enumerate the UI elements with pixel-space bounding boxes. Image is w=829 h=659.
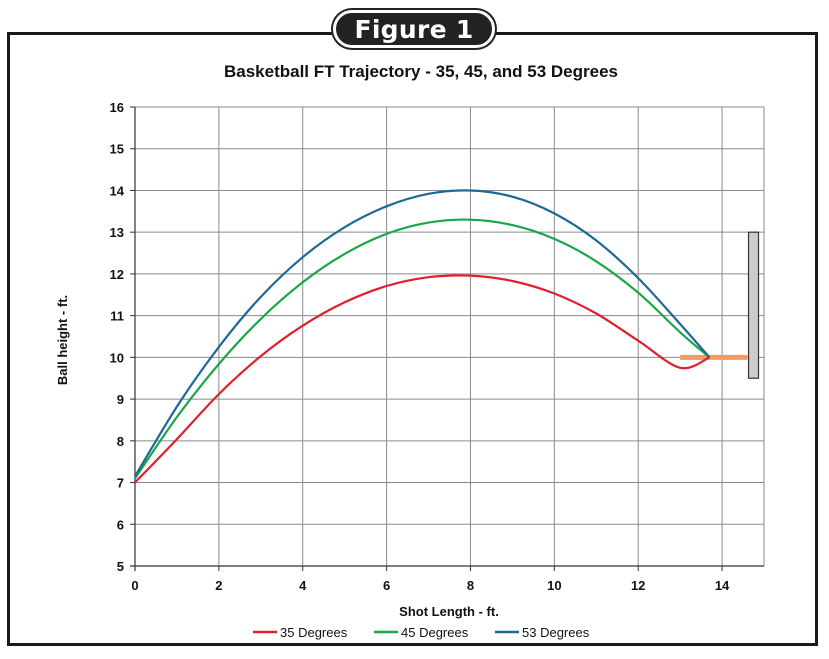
x-tick-label: 4: [299, 578, 307, 593]
y-tick-label: 14: [110, 183, 125, 198]
series-line-2: [134, 218, 711, 480]
x-tick-label: 10: [547, 578, 561, 593]
y-tick-label: 10: [110, 350, 124, 365]
x-tick-label: 0: [131, 578, 138, 593]
legend: 35 Degrees 45 Degrees 53 Degrees: [253, 625, 590, 640]
y-tick-label: 13: [110, 225, 124, 240]
x-tick-label: 14: [715, 578, 730, 593]
x-tick-label: 12: [631, 578, 645, 593]
figure-frame: [7, 32, 818, 646]
y-tick-label: 9: [117, 392, 124, 407]
y-tick-label: 15: [110, 142, 124, 157]
backboard: [747, 231, 760, 379]
y-tick-label: 5: [117, 559, 124, 574]
chart-title: Basketball FT Trajectory - 35, 45, and 5…: [224, 62, 618, 81]
y-tick-labels: 5 6 7 8 9 10 11 12 13 14 15 16: [110, 100, 125, 574]
legend-label-3: 53 Degrees: [522, 625, 590, 640]
series-line-1: [134, 274, 710, 484]
x-axis-label: Shot Length - ft.: [399, 604, 499, 619]
x-tick-label: 8: [467, 578, 474, 593]
plot-area: [130, 106, 764, 571]
y-axis-label: Ball height - ft.: [55, 295, 70, 385]
y-tick-label: 11: [110, 309, 124, 324]
grid: [134, 106, 765, 567]
x-tick-label: 2: [215, 578, 222, 593]
y-tick-label: 6: [117, 517, 124, 532]
y-tick-label: 12: [110, 267, 124, 282]
legend-label-1: 35 Degrees: [280, 625, 348, 640]
legend-label-2: 45 Degrees: [401, 625, 469, 640]
y-tick-label: 7: [117, 476, 124, 491]
series-group: [134, 189, 711, 484]
figure-label: Figure 1: [333, 10, 495, 48]
y-tick-label: 16: [110, 100, 124, 115]
x-tick-labels: 0 2 4 6 8 10 12 14: [131, 578, 730, 593]
x-tick-label: 6: [383, 578, 390, 593]
y-tick-label: 8: [117, 434, 124, 449]
series-line-3: [134, 189, 711, 477]
rim-group: [680, 231, 760, 379]
